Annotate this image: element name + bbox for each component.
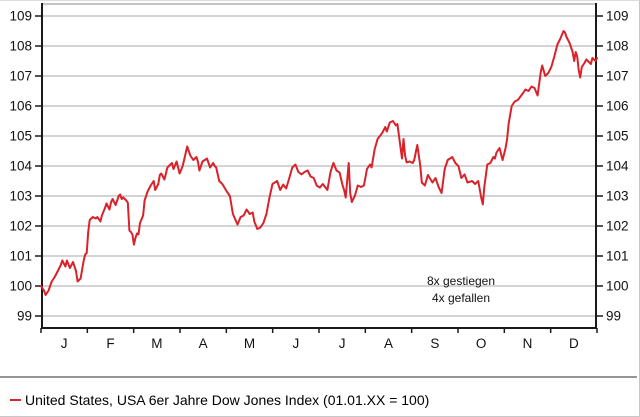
y-axis-label-right-104: 104 (606, 159, 629, 174)
y-axis-label-left-99: 99 (17, 309, 32, 324)
y-axis-label-left-106: 106 (9, 99, 32, 114)
month-label-6: J (292, 336, 299, 351)
legend-line-marker (10, 398, 21, 402)
month-label-1: J (61, 336, 68, 351)
y-axis-label-left-109: 109 (9, 9, 32, 24)
month-label-8: A (384, 336, 393, 351)
gridlines-group (41, 15, 597, 317)
y-axis-label-right-107: 107 (606, 69, 629, 84)
month-label-12: D (569, 336, 579, 351)
series-group (40, 30, 598, 296)
axis-labels-group: 99 99 100 100 101 101 102 102 103 103 104 104 105 105… (9, 9, 629, 352)
y-axis-label-left-108: 108 (9, 39, 32, 54)
y-axis-label-right-106: 106 (606, 99, 629, 114)
price-line (40, 30, 598, 296)
annotation-fallen-count: 4x gefallen (432, 291, 490, 305)
month-label-2: F (106, 336, 114, 351)
y-axis-label-right-99: 99 (606, 309, 621, 324)
axis-ticks-group (35, 15, 603, 333)
month-label-4: A (199, 336, 208, 351)
chart-legend: United States, USA 6er Jahre Dow Jones I… (10, 391, 429, 409)
line-chart: 99 99 100 100 101 101 102 102 103 103 104 104 105 105… (0, 3, 637, 378)
y-axis-label-left-103: 103 (9, 189, 32, 204)
y-axis-label-left-104: 104 (9, 159, 32, 174)
month-label-3: M (151, 336, 162, 351)
month-label-10: O (476, 336, 487, 351)
y-axis-label-right-100: 100 (606, 279, 629, 294)
month-label-9: S (430, 336, 439, 351)
y-axis-label-left-107: 107 (9, 69, 32, 84)
y-axis-label-right-105: 105 (606, 129, 629, 144)
y-axis-label-right-109: 109 (606, 9, 629, 24)
y-axis-label-right-102: 102 (606, 219, 629, 234)
y-axis-label-right-103: 103 (606, 189, 629, 204)
month-label-5: M (244, 336, 255, 351)
y-axis-label-left-102: 102 (9, 219, 32, 234)
legend-label: United States, USA 6er Jahre Dow Jones I… (25, 392, 430, 408)
y-axis-label-right-101: 101 (606, 249, 629, 264)
annotation-risen-count: 8x gestiegen (427, 274, 495, 288)
y-axis-label-left-105: 105 (9, 129, 32, 144)
y-axis-label-left-100: 100 (9, 279, 32, 294)
month-label-7: J (339, 336, 346, 351)
month-label-11: N (523, 336, 533, 351)
y-axis-label-left-101: 101 (9, 249, 32, 264)
y-axis-label-right-108: 108 (606, 39, 629, 54)
